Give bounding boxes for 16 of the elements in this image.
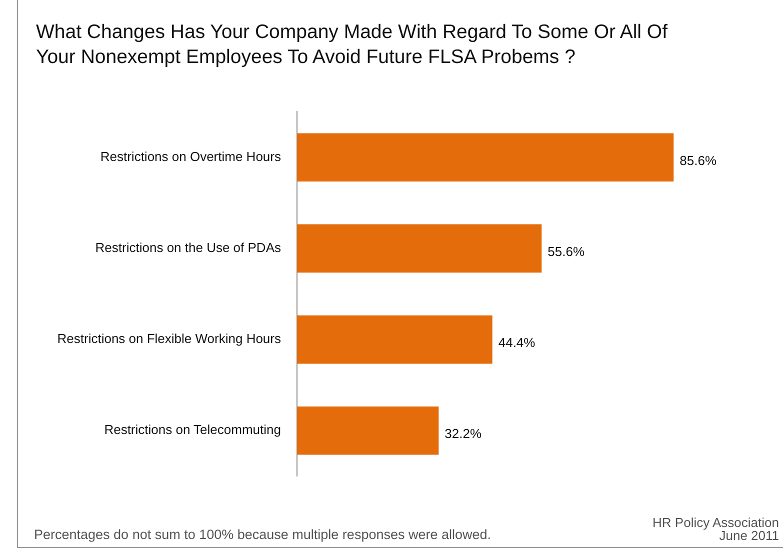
bar bbox=[297, 133, 674, 182]
y-tick-label: Restrictions on the Use of PDAs bbox=[95, 240, 282, 256]
chart-title: What Changes Has Your Company Made With Regard To Some Or All Of Your Nonexempt Employees To Avoid Future FLSA Probems ? bbox=[36, 20, 669, 70]
text: HR Policy Association bbox=[652, 515, 779, 530]
data-label: 32.2% bbox=[444, 426, 482, 442]
data-label: 85.6% bbox=[680, 152, 717, 168]
y-tick-label: Restrictions on Overtime Hours bbox=[100, 148, 282, 164]
bar bbox=[297, 315, 492, 364]
bar bbox=[297, 406, 439, 455]
y-tick-label: Restrictions on Telecommuting bbox=[104, 422, 281, 438]
bar bbox=[297, 224, 542, 273]
text: June 2011 bbox=[718, 528, 779, 543]
data-label: 44.4% bbox=[498, 335, 536, 350]
y-tick-label: Restrictions on Flexible Working Hours bbox=[57, 331, 282, 346]
text: Percentages do not sum to 100% because multiple responses were allowed. bbox=[34, 527, 492, 542]
data-label: 55.6% bbox=[548, 244, 585, 260]
